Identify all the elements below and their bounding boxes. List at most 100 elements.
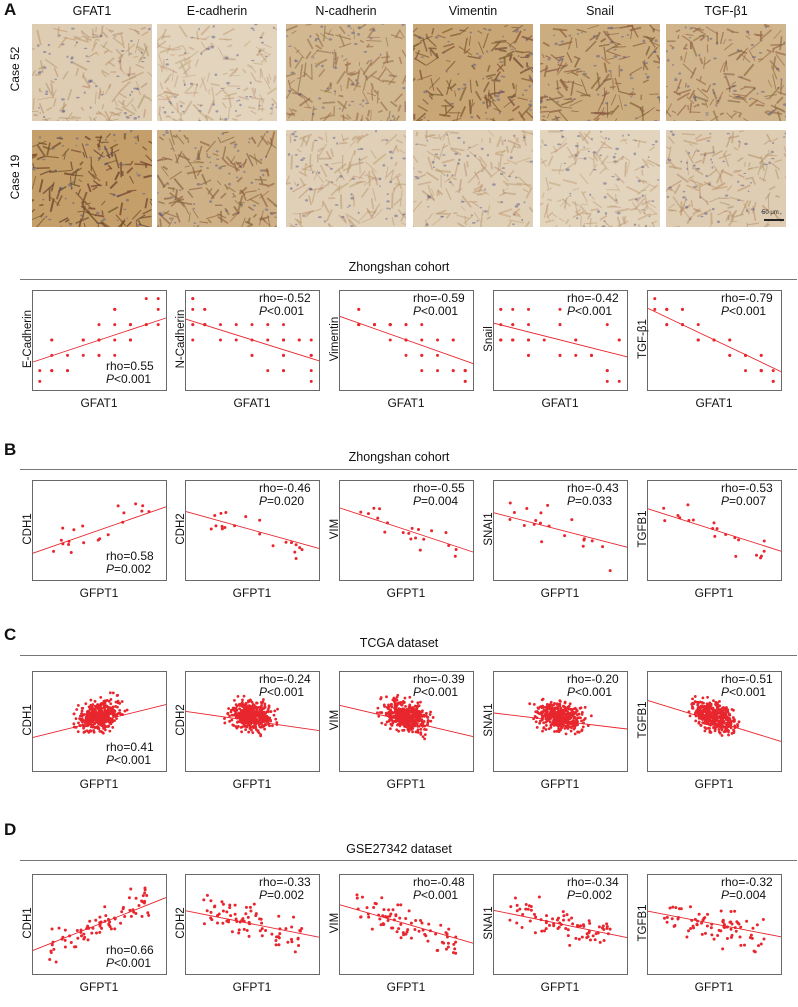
data-point — [762, 539, 766, 543]
data-point — [266, 369, 270, 373]
p-value-line: P<0.001 — [567, 686, 619, 699]
data-point — [454, 547, 458, 551]
data-point — [147, 913, 151, 917]
data-point — [399, 700, 403, 704]
data-point — [389, 703, 393, 707]
x-axis-label: GFPT1 — [540, 586, 580, 600]
rho-value: rho=-0.33 — [259, 875, 311, 889]
data-point — [111, 691, 115, 695]
data-point — [407, 531, 411, 535]
data-point — [80, 717, 84, 721]
data-point — [129, 887, 133, 891]
plot-frame — [32, 874, 167, 975]
data-point — [59, 538, 63, 542]
data-point — [390, 722, 394, 726]
data-point — [244, 701, 248, 705]
data-point — [391, 908, 395, 912]
data-point — [409, 921, 413, 925]
data-point — [508, 518, 512, 522]
data-point — [697, 720, 701, 724]
data-point — [402, 933, 406, 937]
data-point — [703, 931, 707, 935]
data-point — [202, 898, 206, 902]
data-point — [430, 529, 434, 533]
data-point — [113, 307, 117, 311]
cohort-rule-a — [20, 279, 797, 280]
rho-value: rho=0.41 — [106, 740, 154, 754]
data-point — [542, 721, 546, 725]
marker-header-0: GFAT1 — [72, 4, 112, 18]
data-point — [113, 719, 116, 723]
data-point — [420, 323, 424, 327]
data-point — [282, 369, 285, 373]
data-point — [377, 714, 381, 718]
data-point — [50, 338, 54, 342]
data-point — [143, 891, 147, 895]
data-point — [106, 706, 110, 710]
data-point — [588, 938, 592, 942]
data-point — [696, 338, 700, 342]
plot-area — [32, 874, 167, 975]
data-point — [552, 924, 556, 928]
data-point — [576, 924, 580, 928]
data-point — [559, 710, 563, 714]
data-point — [244, 710, 248, 714]
data-point — [146, 911, 150, 915]
data-point — [588, 921, 592, 925]
data-point — [413, 928, 417, 932]
data-point — [701, 696, 705, 700]
data-point — [726, 719, 730, 723]
case-label-52: Case 52 — [8, 46, 22, 92]
p-value-line: P<0.001 — [413, 686, 465, 699]
data-point — [90, 715, 94, 719]
data-point — [539, 719, 542, 723]
data-point — [732, 729, 736, 733]
data-point — [266, 338, 270, 342]
data-point — [601, 545, 605, 549]
ihc-image-vimentin-case52 — [413, 24, 533, 121]
data-point — [289, 937, 293, 941]
data-point — [396, 701, 400, 705]
data-point — [263, 705, 267, 709]
data-point — [191, 307, 195, 311]
data-point — [738, 935, 742, 939]
data-point — [134, 502, 138, 506]
data-point — [734, 929, 738, 933]
plot-area — [185, 480, 320, 581]
data-point — [260, 921, 264, 925]
data-point — [417, 724, 421, 728]
data-point — [446, 941, 450, 945]
data-point — [230, 930, 234, 934]
data-point — [723, 711, 727, 715]
data-point — [404, 713, 408, 717]
data-point — [115, 717, 118, 720]
data-point — [228, 903, 232, 907]
p-label: P — [567, 304, 576, 318]
data-point — [254, 711, 258, 714]
data-point — [384, 711, 388, 715]
data-point — [247, 730, 251, 734]
data-point — [355, 896, 359, 900]
data-point — [544, 927, 548, 931]
data-point — [246, 721, 250, 724]
data-point — [102, 723, 106, 727]
data-point — [708, 729, 712, 733]
plot-area — [493, 671, 628, 772]
data-point — [499, 338, 503, 342]
data-point — [235, 726, 239, 730]
scatter-plot-c-tgfb1: TGFB1 GFPT1 rho=-0.51 P<0.001 — [635, 665, 787, 797]
data-point — [81, 524, 85, 528]
data-point — [221, 909, 225, 913]
data-point — [535, 710, 539, 714]
data-point — [520, 925, 524, 929]
data-point — [665, 323, 669, 327]
data-point — [231, 723, 235, 727]
ihc-image-gfat1-case52 — [32, 24, 152, 121]
data-point — [733, 909, 737, 913]
cohort-rule-d — [20, 860, 797, 861]
data-point — [681, 307, 684, 311]
data-point — [566, 705, 570, 709]
data-point — [260, 707, 264, 711]
ihc-image-gfat1-case19 — [32, 130, 152, 227]
data-point — [399, 711, 402, 714]
